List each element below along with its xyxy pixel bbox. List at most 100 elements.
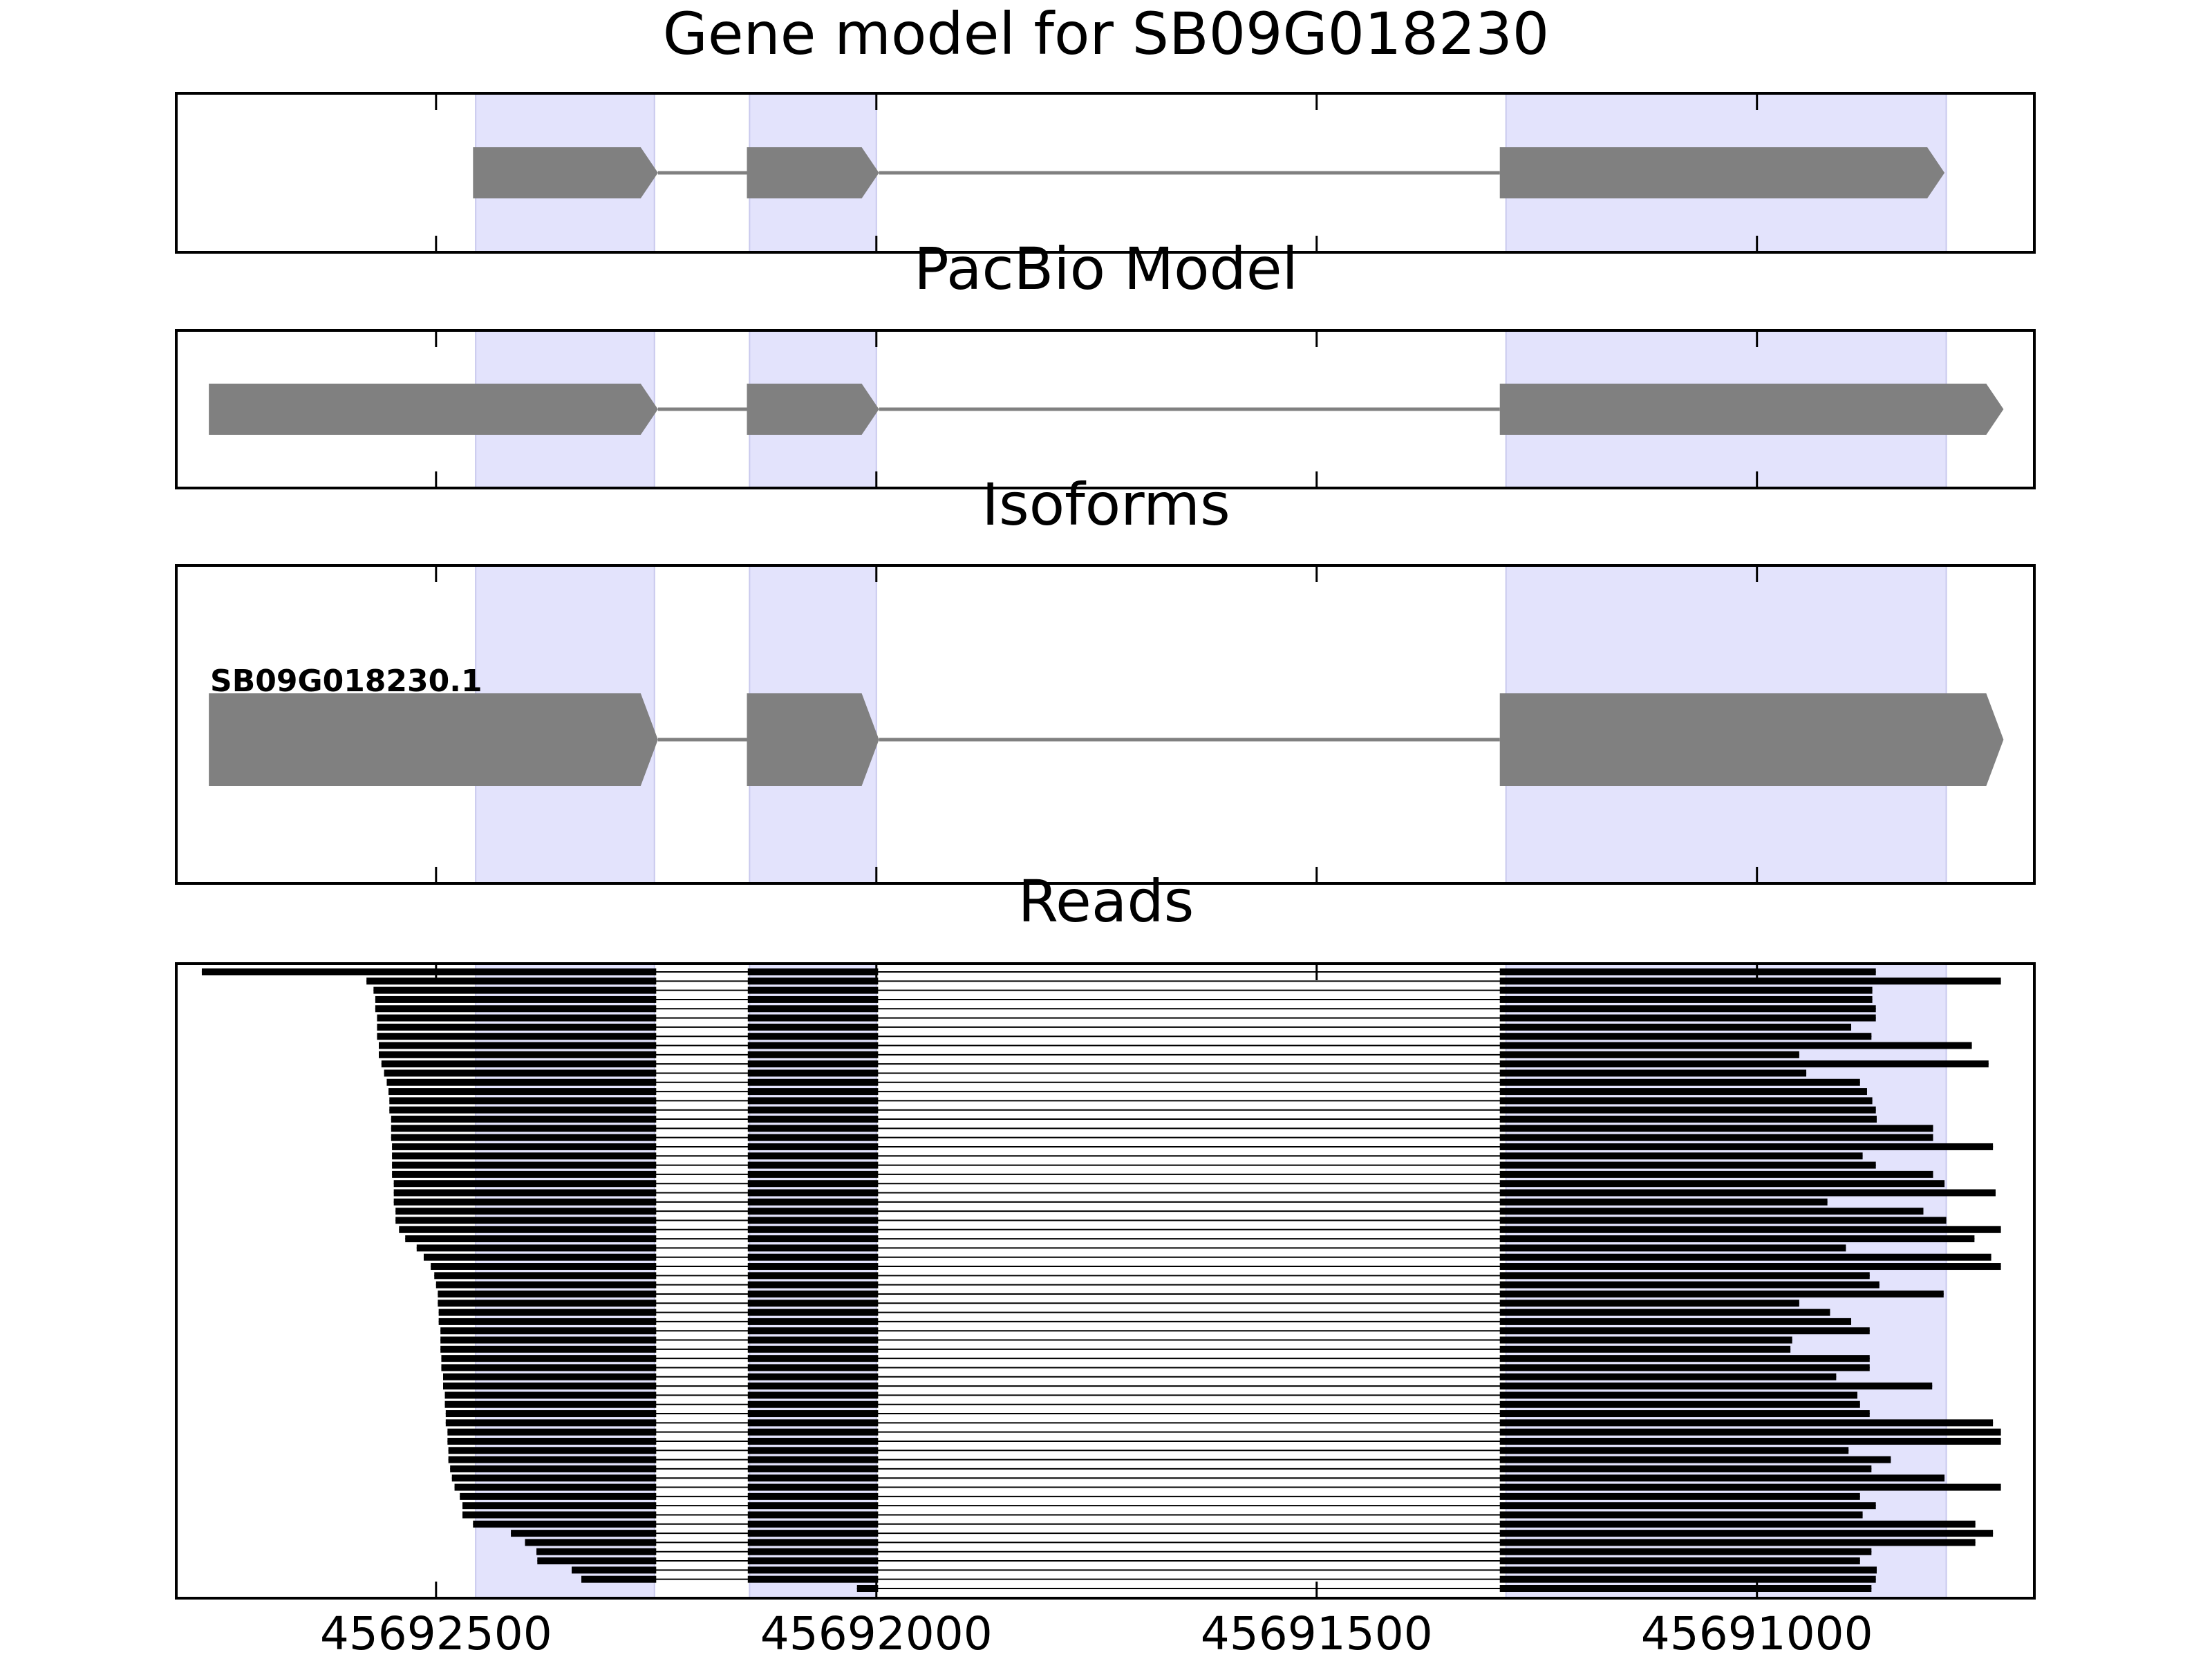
read-block <box>536 1548 657 1555</box>
read-block <box>431 1263 657 1271</box>
read-block <box>1499 1143 1994 1150</box>
read-block <box>1499 1005 1876 1013</box>
read-block <box>375 1005 657 1013</box>
read-block <box>747 986 879 994</box>
read-block <box>1499 1428 2001 1436</box>
read-block <box>1499 1189 1996 1197</box>
read-block <box>1499 1456 1891 1463</box>
read-block <box>747 1419 879 1427</box>
read-block <box>1499 1391 1857 1399</box>
read-block <box>1499 1134 1933 1141</box>
panel: Reads 45692500 45692000 45691500 45691000 <box>175 868 2036 1659</box>
read-block <box>747 1539 879 1546</box>
read-block <box>1499 1575 1876 1583</box>
read-block <box>1499 1161 1876 1169</box>
read-block <box>747 968 879 975</box>
read-block <box>375 995 657 1003</box>
read-block <box>1499 1290 1944 1297</box>
read-block <box>1499 1327 1870 1335</box>
read-block <box>747 1198 879 1206</box>
read-block <box>1499 1116 1877 1123</box>
read-block <box>1499 1483 2001 1491</box>
read-block <box>747 1465 879 1472</box>
read-block <box>747 1345 879 1353</box>
read-block <box>747 1391 879 1399</box>
read-block <box>747 1180 879 1188</box>
read-block <box>747 1502 879 1510</box>
read-block <box>447 1437 657 1445</box>
read-block <box>1499 1235 1975 1243</box>
read-block <box>747 1143 879 1150</box>
read-block <box>450 1465 657 1472</box>
exon <box>747 693 879 786</box>
read-block <box>1499 1060 1989 1068</box>
read-block <box>747 1575 879 1583</box>
exon-highlight <box>749 963 877 1599</box>
exon <box>1499 384 2004 435</box>
axes-frame <box>175 92 2036 254</box>
read-block <box>747 1281 879 1288</box>
read-block <box>747 1170 879 1178</box>
read-block <box>1499 1400 1860 1408</box>
read-block <box>1499 1492 1860 1500</box>
panel: Gene model for SB09G018230 <box>175 0 2036 254</box>
read-block <box>1499 1410 1870 1418</box>
read-block <box>1499 1014 1876 1022</box>
read-block <box>386 1078 657 1086</box>
read-block <box>1499 1180 1945 1188</box>
read-block <box>747 1355 879 1362</box>
read-block <box>747 1474 879 1482</box>
read-block <box>444 1391 657 1399</box>
read-block <box>1499 1097 1873 1105</box>
read-block <box>377 1033 657 1040</box>
read-block <box>384 1069 657 1077</box>
read-block <box>393 1198 657 1206</box>
read-block <box>747 1078 879 1086</box>
read-block <box>747 1548 879 1555</box>
read-block <box>747 1483 879 1491</box>
read-block <box>391 1116 657 1123</box>
read-block <box>747 1428 879 1436</box>
read-block <box>747 995 879 1003</box>
read-block <box>747 1235 879 1243</box>
read-block <box>1499 1272 1870 1280</box>
read-block <box>747 1088 879 1096</box>
read-block <box>1499 1502 1876 1510</box>
read-block <box>747 1060 879 1068</box>
exon-highlight <box>475 963 655 1599</box>
read-block <box>1499 1373 1837 1380</box>
panel-title: PacBio Model <box>914 235 1298 303</box>
read-block <box>391 1125 657 1132</box>
read-block <box>1499 1208 1924 1215</box>
read-block <box>537 1557 657 1565</box>
read-block <box>377 1014 657 1022</box>
read-block <box>1499 1078 1860 1086</box>
read-block <box>381 1060 657 1068</box>
read-block <box>441 1364 657 1371</box>
read-block <box>435 1281 657 1288</box>
read-block <box>1499 1263 2001 1271</box>
read-block <box>747 1410 879 1418</box>
read-block <box>366 977 657 985</box>
read-block <box>747 1364 879 1371</box>
panel: Isoforms SB09G018230.1 <box>175 471 2036 885</box>
read-block <box>1499 1244 1846 1252</box>
read-block <box>392 1143 657 1150</box>
read-block <box>462 1511 657 1519</box>
read-block <box>747 1327 879 1335</box>
read-block <box>747 1290 879 1297</box>
panel-title: Gene model for SB09G018230 <box>663 0 1549 68</box>
read-block <box>747 1069 879 1077</box>
axes-frame <box>175 329 2036 489</box>
read-block <box>747 1373 879 1380</box>
exon <box>1499 693 2004 786</box>
read-block <box>747 1309 879 1316</box>
read-block <box>392 1170 657 1178</box>
read-block <box>388 1088 657 1096</box>
read-block <box>441 1355 657 1362</box>
read-block <box>747 1033 879 1040</box>
x-tick-label: 45692500 <box>320 1607 552 1659</box>
read-block <box>1499 1088 1867 1096</box>
read-block <box>747 1318 879 1325</box>
read-block <box>443 1382 657 1390</box>
